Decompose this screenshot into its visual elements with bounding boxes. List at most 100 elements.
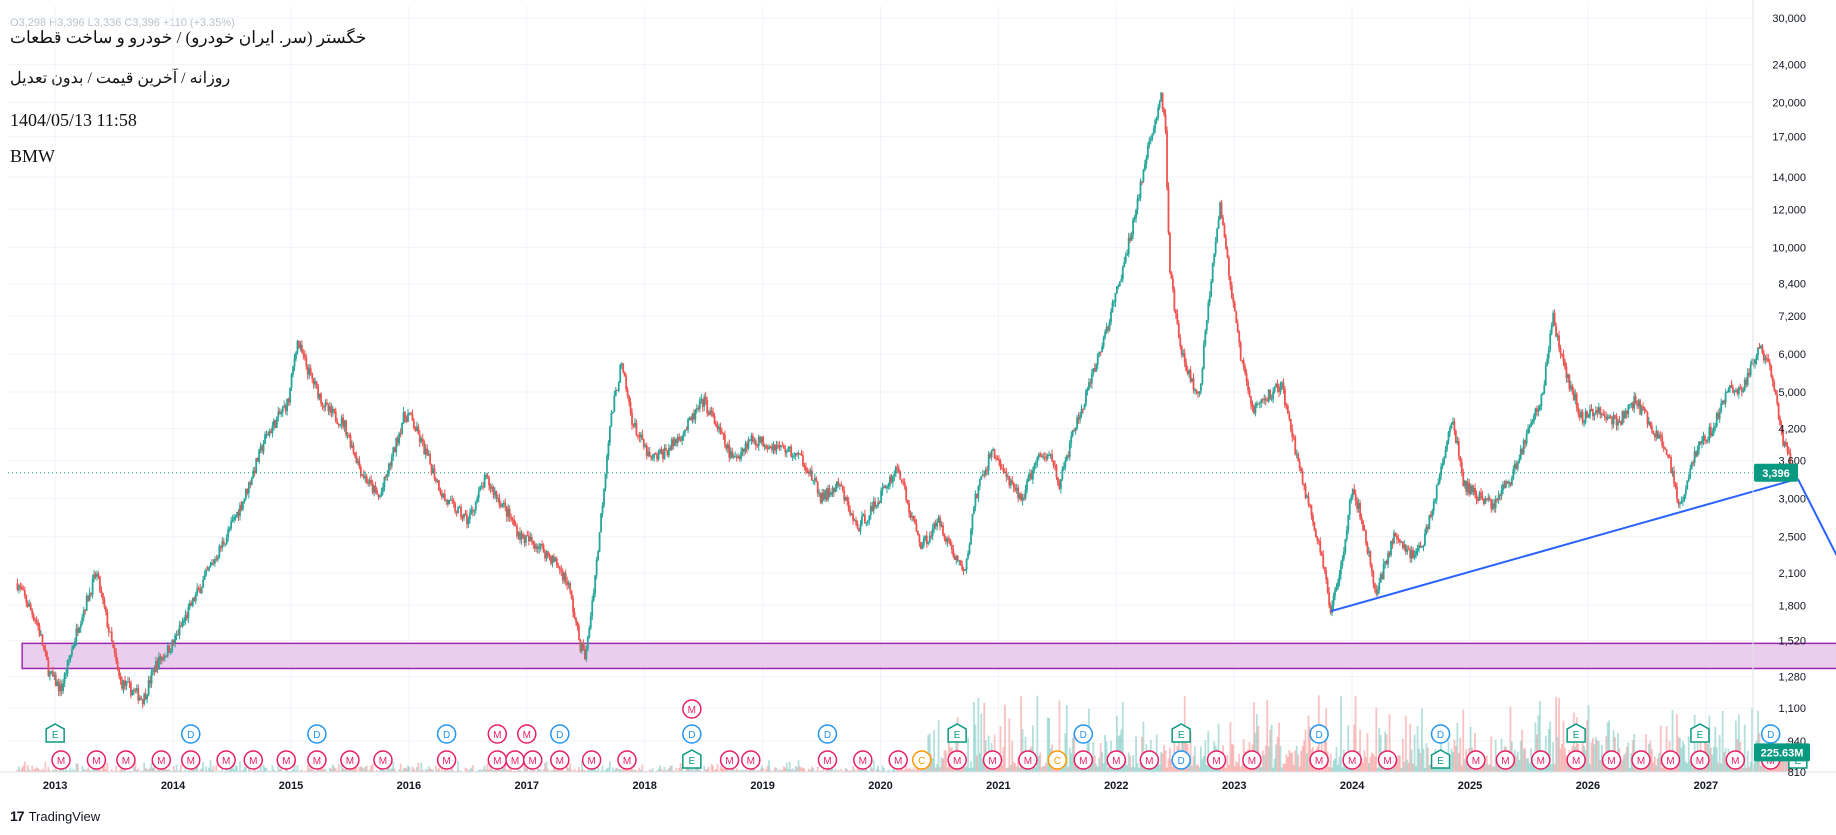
volume-bar [1229,722,1232,772]
volume-bar [1230,743,1233,772]
volume-bar [87,767,90,772]
last-price-badge-text: 3,396 [1762,468,1790,480]
event-marker-label: D [187,730,194,741]
candle-body [1207,302,1210,320]
volume-bar [787,769,790,772]
candle-body [1139,181,1142,198]
candle-body [54,674,57,687]
candle-body [1528,426,1531,429]
candle-body [1434,499,1437,502]
event-meeting-icon [436,750,457,770]
volume-bar [1496,764,1499,772]
candle-body [318,393,321,399]
candle-body [520,533,523,540]
event-meeting-icon [853,750,873,770]
volume-bar [716,763,719,772]
candle-body [374,485,377,491]
volume-bar [480,770,483,772]
candle-body [567,583,570,585]
candle-body [1401,541,1404,548]
candle-body [700,398,703,401]
event-marker-label: M [1637,756,1645,767]
volume-bar [1620,761,1622,772]
candle-body [315,381,318,386]
projection-arrow[interactable] [1796,478,1836,646]
tradingview-brand[interactable]: 17 TradingView [10,808,100,824]
volume-bar [542,768,545,772]
candle-body [1547,349,1550,359]
volume-bar [1711,754,1714,772]
volume-bar [1677,736,1680,772]
candle-body [1720,403,1723,413]
x-tick-label: 2023 [1222,780,1246,792]
candle-body [1634,396,1637,404]
candle-body [1037,454,1040,458]
candle-body [809,470,812,474]
candle-body [1631,402,1634,409]
trendline[interactable] [1330,477,1799,613]
candle-body [614,389,617,396]
volume-bar [100,770,103,772]
candle-body [113,647,116,654]
candle-body [1197,391,1199,394]
candle-body [977,486,980,498]
volume-bar [300,769,303,772]
volume-bar [1519,740,1522,772]
volume-bar [1236,762,1239,772]
candle-body [163,655,166,659]
candle-body [186,614,188,618]
candle-body [698,400,701,409]
volume-bar [872,760,875,772]
volume-bar [1366,733,1369,772]
candle-body [522,533,524,537]
volume-bar [1552,742,1555,772]
volume-bar [1132,755,1135,772]
candle-body [1435,485,1438,500]
candle-body [203,575,206,580]
candle-body [1571,385,1574,392]
candle-body [1129,237,1132,241]
volume-bar [731,767,734,772]
candle-body [715,424,717,427]
x-tick-label: 2022 [1104,780,1128,792]
volume-badge: 225.63M [1754,743,1810,762]
candle-body [1413,554,1416,558]
candle-body [1484,498,1487,504]
candle-body [1466,482,1469,492]
volume-bar [1011,740,1014,772]
candle-body [573,612,576,618]
candle-body [1054,464,1056,466]
candle-body [28,604,31,607]
volume-bar [1121,702,1124,772]
volume-bar [351,769,353,772]
volume-bar [408,767,411,772]
candle-body [1341,559,1344,566]
event-marker-label: D [688,730,695,741]
candle-body [115,653,118,662]
candle-body [1124,255,1127,262]
candle-body [956,556,959,561]
candle-body [796,453,798,455]
volume-bar [1001,765,1003,772]
candle-body [259,445,262,450]
volume-bar [174,770,177,772]
x-tick-label: 2027 [1694,780,1718,792]
event-marker-m: M [1466,750,1486,770]
candle-body [986,469,989,471]
event-earnings-icon [1430,749,1451,769]
volume-bar [464,767,467,772]
support-zone[interactable] [21,642,1836,670]
event-marker-label: M [249,756,257,767]
volume-bar [1687,736,1690,772]
volume-bar [710,764,713,772]
volume-bar [236,766,238,772]
candle-body [1014,487,1017,491]
volume-bar [1331,767,1333,772]
candle-body [31,609,34,615]
volume-bar [1627,742,1630,772]
candle-body [1058,484,1061,489]
volume-bar [299,770,302,772]
candle-body [20,586,23,590]
candle-body [286,398,289,412]
